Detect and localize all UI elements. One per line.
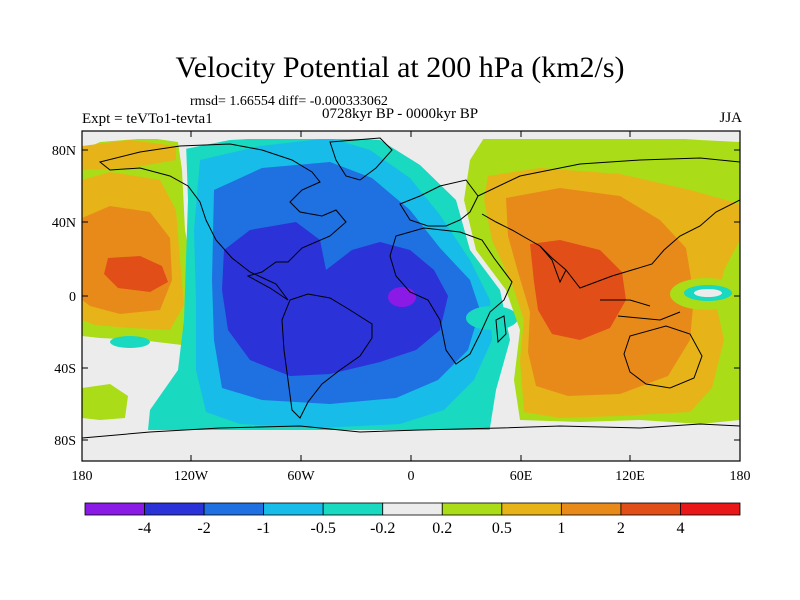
coastline-south-america: [281, 293, 373, 419]
rmsd-diff-stats: rmsd= 1.66554 diff= -0.000333062: [190, 94, 388, 109]
colorbar-label: 1: [557, 520, 565, 537]
colorbar-swatch: [322, 502, 384, 516]
colorbar-swatch: [441, 502, 503, 516]
colorbar-label: 2: [617, 520, 625, 537]
colorbar-swatch: [144, 502, 205, 516]
colorbar-swatch: [560, 502, 622, 516]
contour-indian-ocean-neg: [466, 306, 518, 330]
contour-atlantic-neg-4: [388, 287, 416, 307]
coastline-india: [539, 245, 567, 284]
contour-south-pacific-0.2: [82, 384, 128, 420]
lon-tick-label: 120E: [615, 469, 645, 484]
lon-tick-label: 60W: [287, 469, 315, 484]
lon-tick-label: 60E: [510, 469, 533, 484]
season-label: JJA: [719, 110, 742, 126]
coastlines: [82, 137, 740, 439]
colorbar-label: -4: [138, 520, 151, 537]
colorbar-label: 0.5: [492, 520, 512, 537]
period-label: 0728kyr BP - 0000kyr BP: [322, 106, 479, 122]
lon-tick-label: 120W: [174, 469, 209, 484]
contour-western-pacific-neg-core: [694, 289, 722, 297]
lon-tick-label: 0: [408, 469, 415, 484]
filled-contours: [82, 131, 740, 461]
lat-tick-label: 80S: [54, 434, 76, 449]
colorbar-swatch: [382, 502, 443, 516]
experiment-label: Expt = teVTo1-tevta1: [82, 111, 213, 127]
colorbar-swatch: [84, 502, 145, 516]
colorbar-label: -0.2: [370, 520, 395, 537]
colorbar-swatch: [620, 502, 681, 516]
coastline-north-america: [98, 143, 347, 301]
coastline-africa: [389, 227, 513, 365]
lat-tick-label: 80N: [52, 144, 76, 159]
contour-southeast-pacific-neg: [110, 336, 150, 348]
lon-tick-label: 180: [72, 469, 93, 484]
colorbar-label: -2: [197, 520, 210, 537]
colorbar-label: -1: [257, 520, 270, 537]
lat-tick-label: 40S: [54, 362, 76, 377]
coastline-antarctica: [82, 423, 740, 439]
colorbar-swatch: [263, 502, 324, 516]
coastline-indonesia: [600, 299, 681, 321]
contour-pacific-west-2: [104, 256, 168, 292]
lon-tick-label: 180: [730, 469, 751, 484]
contour-arctic-top-neutral: [178, 131, 480, 150]
coastline-europe: [399, 179, 479, 227]
coastline-madagascar: [495, 315, 507, 344]
colorbar: -4 -2 -1 -0.5 -0.2 0.2 0.5 1 2 4: [84, 502, 741, 537]
colorbar-swatch: [680, 502, 741, 516]
lat-tick-label: 40N: [52, 216, 76, 231]
coastline-greenland: [329, 137, 393, 181]
colorbar-label: 0.2: [432, 520, 452, 537]
colorbar-label: 4: [676, 520, 684, 537]
coastline-asia: [477, 157, 740, 289]
lat-tick-label: 0: [69, 290, 76, 305]
coastline-australia: [623, 325, 703, 389]
colorbar-swatch: [203, 502, 265, 516]
longitude-axis: [190, 131, 631, 461]
latitude-axis: [82, 149, 740, 441]
colorbar-label: -0.5: [311, 520, 336, 537]
colorbar-swatch: [501, 502, 562, 516]
plot-title: Velocity Potential at 200 hPa (km2/s): [175, 51, 625, 84]
